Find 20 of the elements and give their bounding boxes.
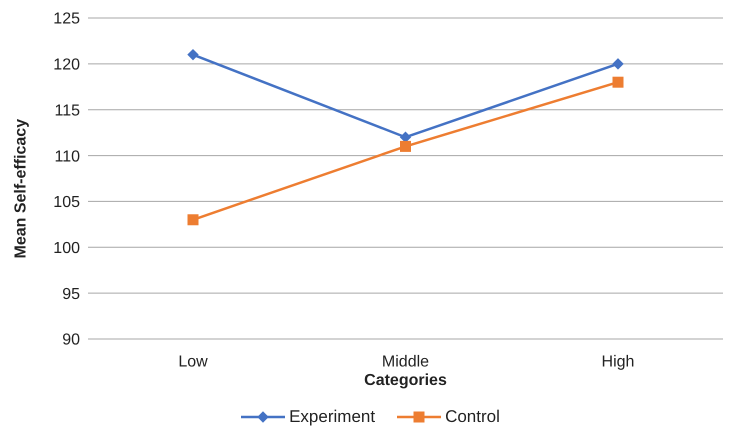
point	[612, 76, 624, 88]
point	[400, 140, 411, 152]
y-tick-label: 110	[54, 148, 80, 166]
y-tick-label: 125	[53, 10, 80, 28]
x-axis-title: Categories	[364, 372, 447, 389]
point	[188, 49, 198, 60]
x-tick-label: High	[602, 353, 634, 370]
y-tick-label: 115	[54, 102, 80, 120]
y-tick-label: 90	[62, 332, 80, 349]
y-tick-label: 105	[53, 194, 80, 212]
y-tick-label: 95	[62, 286, 80, 303]
legend-label: Control	[444, 407, 500, 427]
point	[188, 214, 198, 226]
x-tick-label: Low	[178, 353, 208, 370]
y-tick-label: 100	[53, 240, 80, 257]
y-axis-title: Mean Self-efficacy	[12, 118, 30, 258]
x-tick-label: Middle	[382, 353, 430, 370]
point	[612, 58, 624, 70]
legend-label: Experiment	[288, 407, 376, 427]
y-tick-label: 120	[53, 56, 80, 74]
